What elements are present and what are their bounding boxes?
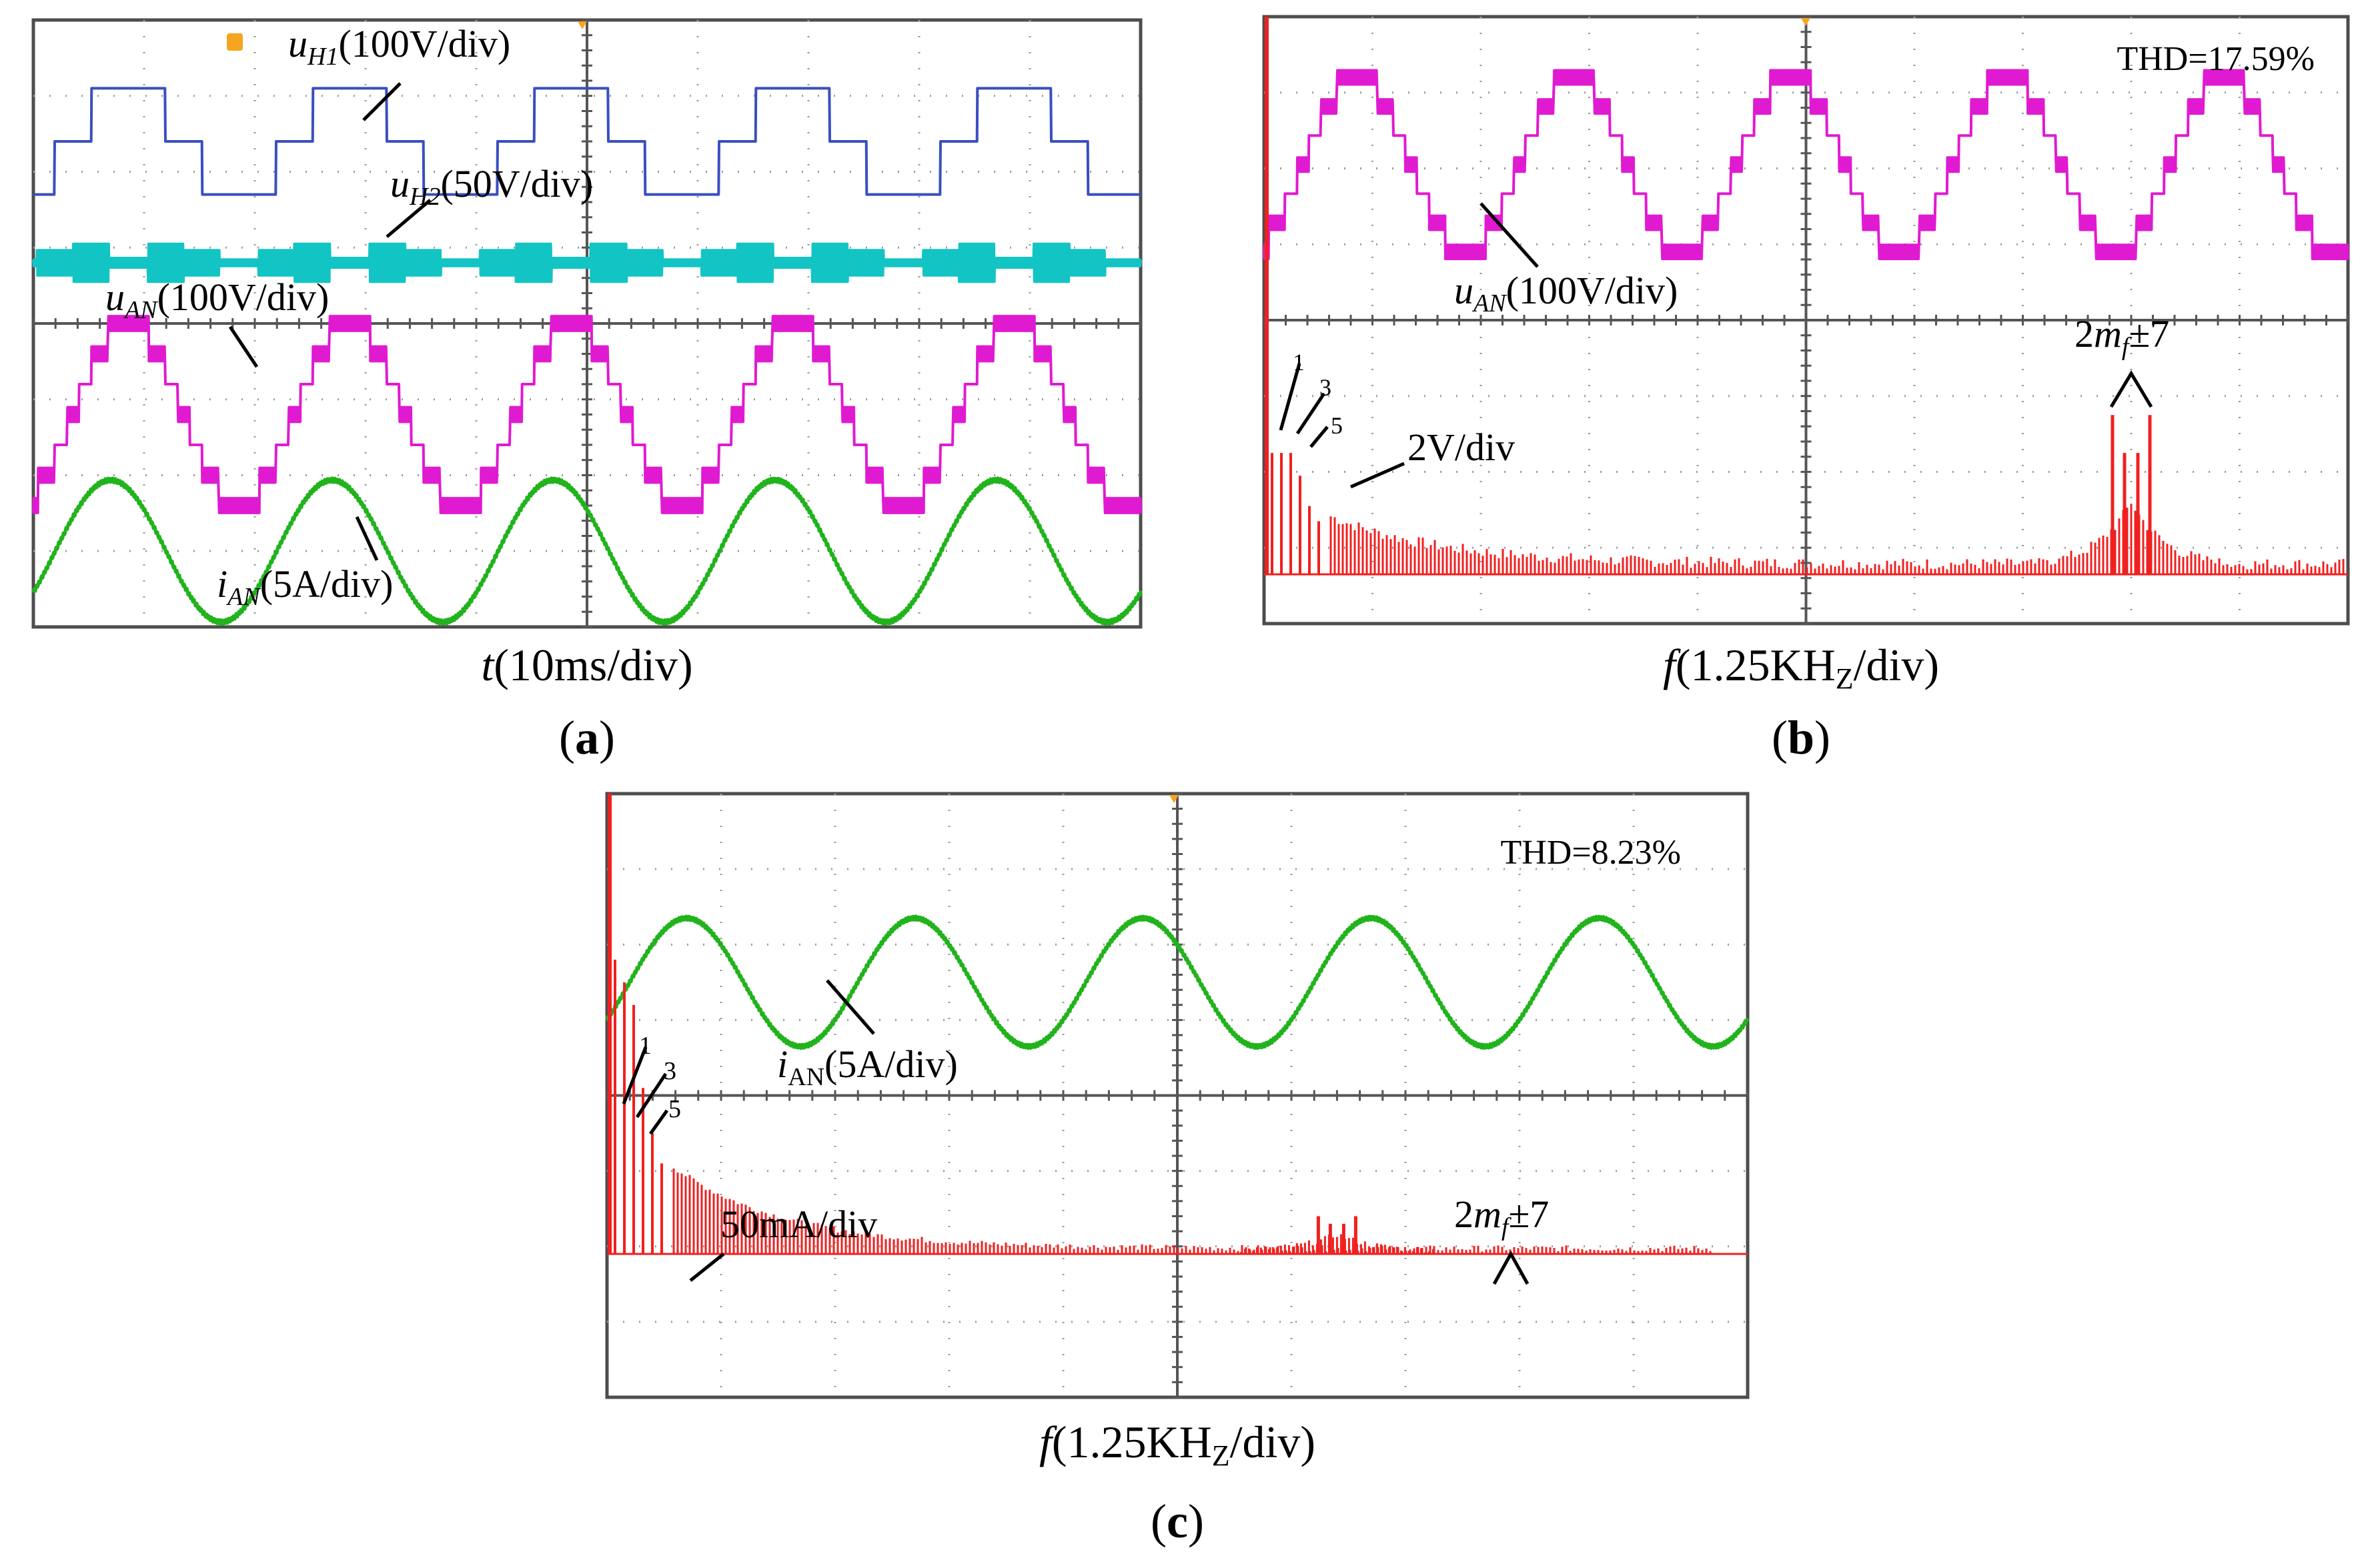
- pointer-h1-c: [622, 1046, 648, 1104]
- trace-uAN: [32, 315, 1142, 514]
- label-iAN-a: iAN(5A/div): [217, 562, 393, 611]
- panel-a: uH1(100V/div) uH2(50V/div) uAN(100V/div)…: [31, 18, 1143, 764]
- label-uH1: uH1(100V/div): [288, 22, 510, 71]
- spectrum-scale-b: 2V/div: [1407, 426, 1515, 469]
- panel-b-traces: [1263, 69, 2349, 261]
- panel-label-a: (a): [559, 711, 615, 764]
- thd-b: THD=17.59%: [2117, 40, 2315, 78]
- pointer-h1: [1279, 363, 1301, 431]
- panel-c: THD=8.23% iAN(5A/div) 1 3 5 50mA/div 2mf…: [605, 792, 1750, 1548]
- panel-c-grid: [606, 792, 1749, 1399]
- harmonic-label-3-b: 3: [1319, 374, 1331, 401]
- harmonic-label-5-c: 5: [668, 1095, 681, 1123]
- panel-a-annotations: [228, 82, 432, 562]
- pointer-h5-c: [648, 1109, 669, 1135]
- label-uH2: uH2(50V/div): [390, 162, 593, 211]
- panel-b: THD=17.59% uAN(100V/div) 1 3 5 2V/div 2m…: [1262, 15, 2350, 764]
- harmonic-label-5-b: 5: [1331, 412, 1343, 439]
- trigger-marker-icon: [1169, 795, 1179, 803]
- arrow-uH1: [362, 82, 402, 121]
- arrow-uH2: [386, 199, 432, 238]
- sideband-bracket-b: [2109, 370, 2153, 408]
- panel-b-annotations: [1279, 202, 2153, 489]
- arrow-uAN: [228, 325, 259, 368]
- trace-uH2: [32, 242, 1142, 283]
- pointer-scale-b: [1349, 462, 1405, 489]
- pointer-h5: [1309, 426, 1329, 448]
- x-axis-label-c: f(1.25KHZ/div): [1039, 1417, 1315, 1472]
- trace-uH1: [32, 87, 1142, 196]
- x-axis-label-a: t(10ms/div): [481, 640, 692, 690]
- trigger-marker-icon: [1801, 18, 1810, 26]
- panel-label-b: (b): [1772, 711, 1830, 764]
- arrow-uAN-b: [1479, 202, 1539, 268]
- pointer-scale-c: [689, 1253, 725, 1282]
- panel-a-traces: [31, 87, 1143, 626]
- x-axis-label-b: f(1.25KHZ/div): [1663, 640, 1939, 695]
- panel-label-c: (c): [1151, 1495, 1204, 1548]
- panel-c-annotations: [622, 979, 1530, 1285]
- panel-a-trigger-marker: [227, 21, 587, 51]
- label-uAN-a: uAN(100V/div): [105, 275, 329, 324]
- trigger-marker-icon: [578, 21, 587, 29]
- panel-b-spectrum: [1264, 17, 2348, 576]
- panel-c-spectrum: [607, 794, 1748, 1255]
- harmonic-label-1-b: 1: [1293, 349, 1305, 375]
- pointer-h3-c: [635, 1072, 668, 1118]
- trace-iAN-c: [605, 914, 1750, 1050]
- spectrum-scale-c: 50mA/div: [720, 1203, 877, 1246]
- sideband-label-b: 2mf±7: [2075, 312, 2169, 361]
- harmonic-label-3-c: 3: [664, 1057, 676, 1085]
- arrow-iAN: [355, 516, 379, 562]
- panel-b-grid: [1263, 15, 2349, 625]
- panel-c-traces: [605, 914, 1750, 1050]
- channel-marker-icon: [227, 33, 243, 51]
- trace-iAN: [31, 476, 1143, 626]
- trace-uAN-b: [1263, 69, 2349, 261]
- sideband-label-c: 2mf±7: [1454, 1193, 1549, 1241]
- arrow-iAN-c: [826, 979, 875, 1035]
- pointer-h3: [1295, 392, 1326, 435]
- harmonic-label-1-c: 1: [639, 1032, 652, 1060]
- sideband-bracket-c: [1492, 1250, 1530, 1285]
- thd-c: THD=8.23%: [1500, 834, 1681, 872]
- label-iAN-c: iAN(5A/div): [777, 1042, 958, 1091]
- label-uAN-b: uAN(100V/div): [1454, 269, 1678, 317]
